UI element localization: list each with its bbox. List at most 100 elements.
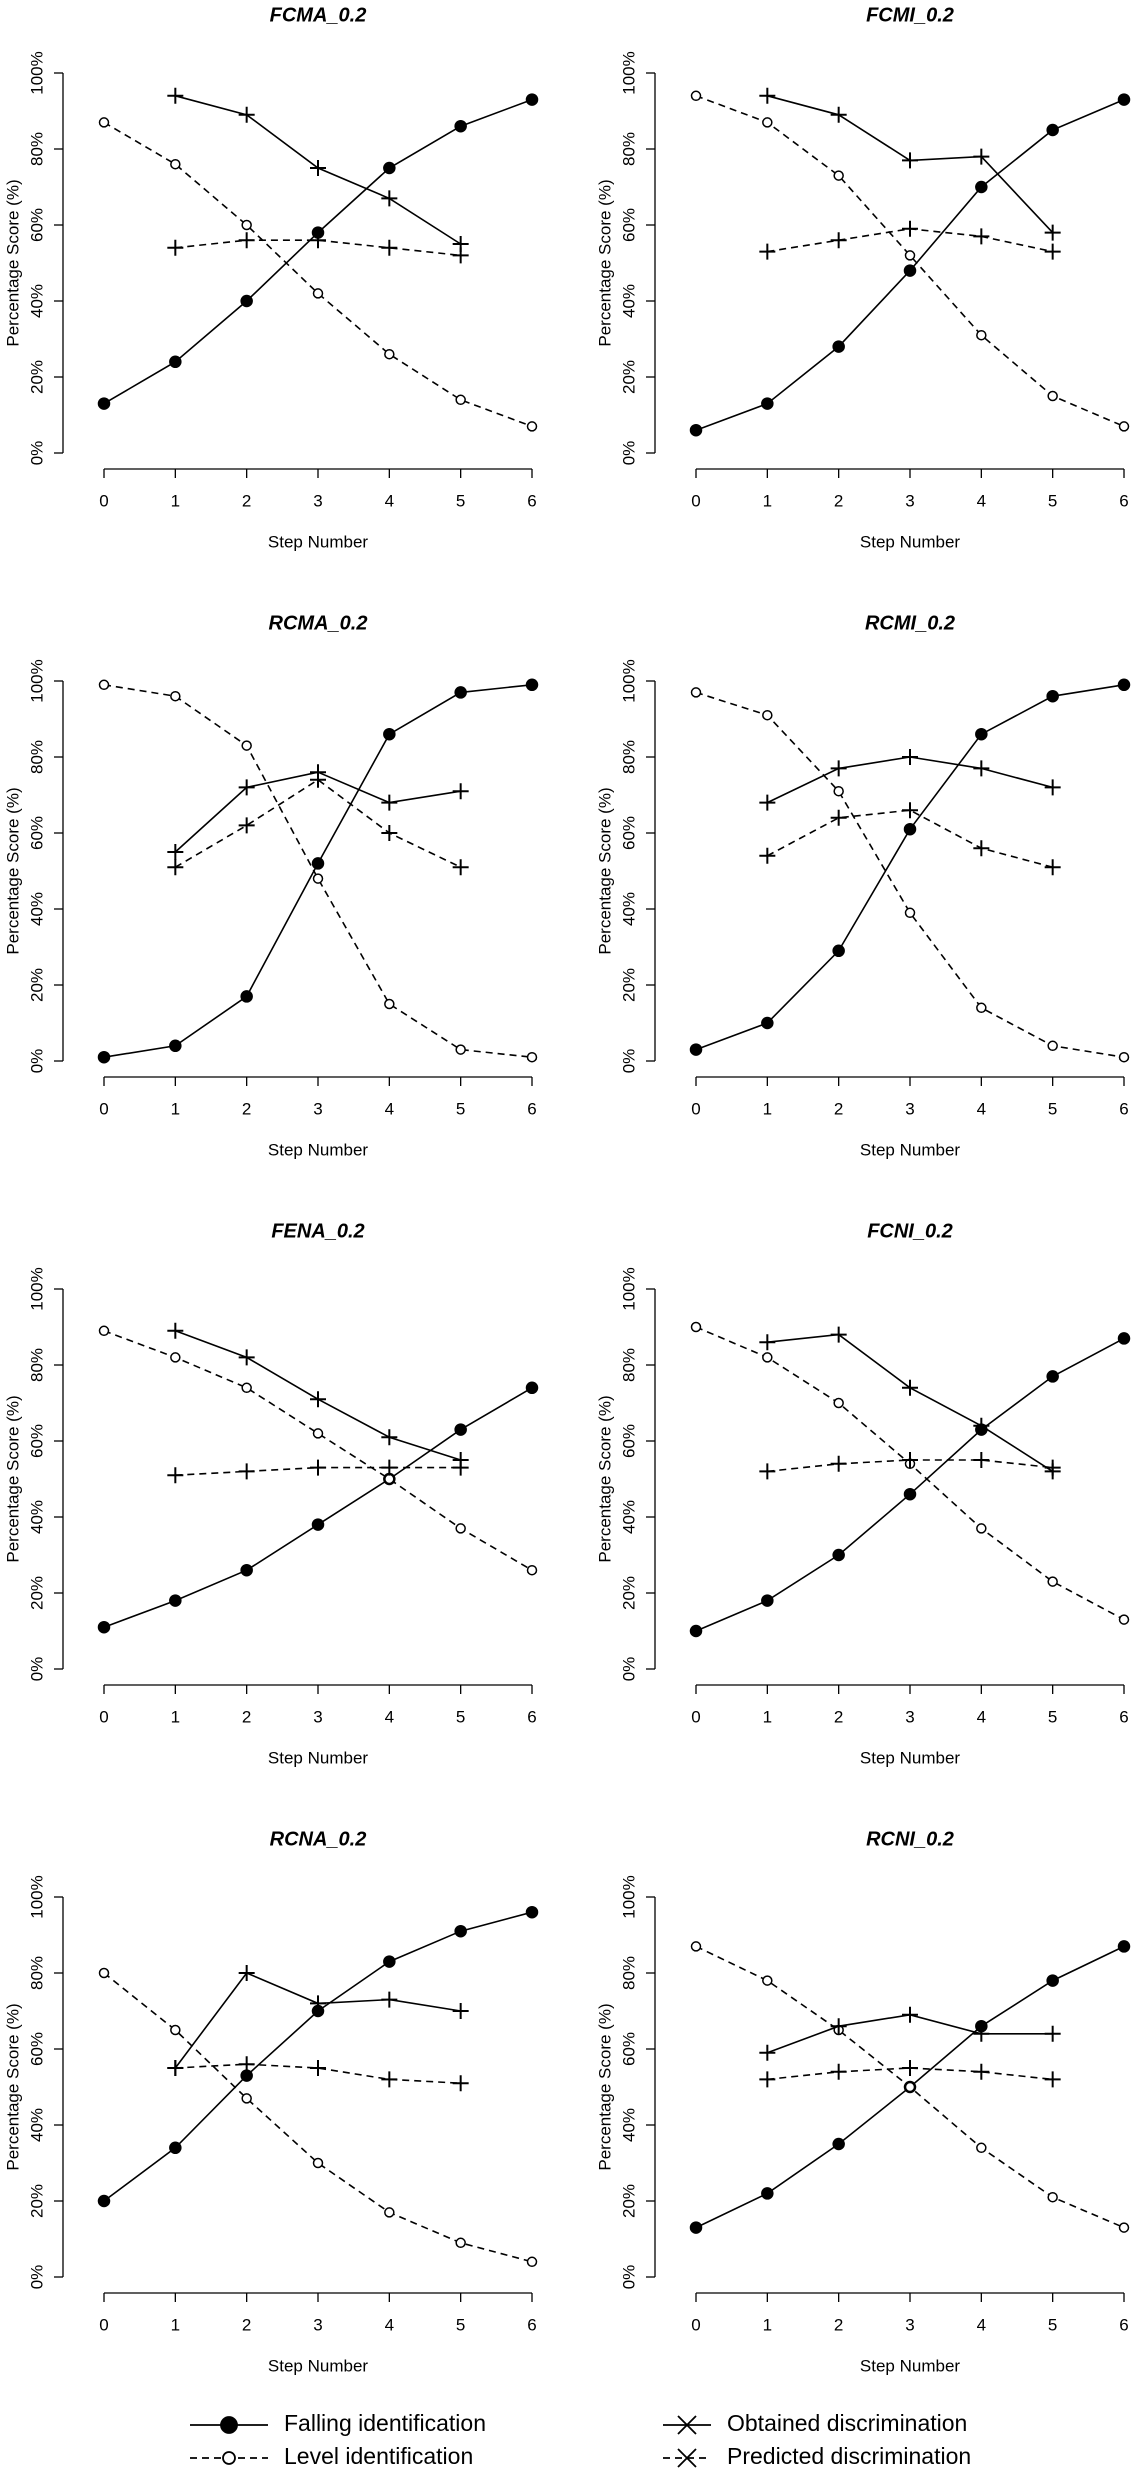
x-tick-label: 6 (1119, 491, 1128, 510)
plus-marker (238, 817, 255, 834)
open-point (1118, 1051, 1130, 1063)
x-tick-label: 1 (763, 1099, 772, 1118)
x-axis-label: Step Number (268, 1140, 368, 1159)
y-tick-label: 40% (27, 892, 46, 926)
plus-marker (310, 2060, 326, 2076)
x-axis-label: Step Number (860, 1748, 960, 1767)
chart-title: FCMA_0.2 (270, 4, 367, 26)
y-tick-label: 60% (619, 816, 638, 850)
filled-point (1117, 93, 1131, 106)
filled-point (903, 822, 917, 836)
plus-marker (973, 760, 990, 777)
filled-point (525, 93, 539, 106)
legend-marker (677, 2415, 697, 2435)
y-tick-label: 40% (619, 1500, 638, 1534)
plus-marker (1044, 779, 1061, 796)
open-point (312, 1428, 324, 1439)
filled-point (1046, 1974, 1059, 1987)
filled-point (169, 2141, 182, 2155)
x-tick-label: 4 (385, 2315, 394, 2334)
plus-marker (902, 152, 918, 169)
filled-point (761, 2187, 774, 2200)
x-tick-label: 0 (99, 2315, 108, 2334)
y-tick-label: 80% (619, 740, 638, 774)
filled-point (761, 1594, 774, 1607)
filled-point (240, 1563, 253, 1577)
x-tick-label: 3 (313, 1707, 322, 1726)
y-tick-label: 100% (27, 1267, 46, 1310)
x-tick-label: 1 (763, 1707, 772, 1726)
x-axis-label: Step Number (268, 1748, 368, 1767)
y-tick-label: 80% (619, 1956, 638, 1990)
y-tick-label: 60% (27, 816, 46, 850)
y-tick-label: 80% (619, 1348, 638, 1382)
x-tick-label: 6 (1119, 1099, 1128, 1118)
plus-marker (830, 2018, 847, 2035)
filled-point (1046, 123, 1059, 137)
plus-marker (167, 859, 184, 876)
legend-marker (220, 2416, 238, 2434)
y-tick-label: 60% (27, 2032, 46, 2066)
legend: Falling identification Level identificati… (190, 2410, 971, 2469)
x-tick-label: 1 (171, 1707, 180, 1726)
y-tick-label: 0% (619, 1049, 638, 1074)
y-tick-label: 40% (27, 1500, 46, 1534)
filled-point (689, 1624, 703, 1638)
plus-marker (381, 794, 398, 811)
plus-marker (238, 2056, 255, 2073)
filled-point (1117, 1940, 1131, 1953)
y-tick-label: 100% (27, 659, 46, 702)
plus-marker (381, 190, 398, 207)
x-tick-label: 2 (834, 2315, 843, 2334)
y-tick-label: 20% (27, 968, 46, 1002)
plus-marker (902, 1379, 918, 1396)
open-point (904, 2081, 916, 2093)
x-tick-label: 5 (1048, 1099, 1057, 1118)
open-point (170, 158, 181, 170)
open-point (976, 1002, 987, 1014)
y-axis-label: Percentage Score (%) (595, 1395, 614, 1562)
open-point (690, 1321, 702, 1333)
y-axis-label: Percentage Score (%) (3, 787, 22, 954)
plus-marker (973, 1452, 990, 1468)
plus-marker (310, 1459, 326, 1476)
plus-marker (759, 87, 776, 104)
open-point (170, 690, 181, 702)
open-point (384, 1473, 395, 1485)
filled-point (169, 1039, 182, 1053)
open-point (976, 1523, 987, 1534)
filled-point (1117, 1332, 1131, 1345)
filled-point (240, 990, 253, 1003)
plus-marker (1044, 2071, 1061, 2088)
plus-marker (167, 87, 184, 104)
y-tick-label: 20% (619, 360, 638, 394)
filled-point (169, 355, 182, 369)
open-point (762, 1352, 773, 1363)
x-tick-label: 5 (1048, 1707, 1057, 1726)
x-tick-label: 0 (691, 491, 700, 510)
plus-marker (759, 243, 776, 260)
x-tick-label: 1 (763, 2315, 772, 2334)
filled-point (311, 857, 325, 870)
plus-marker (1044, 243, 1061, 260)
open-point (1118, 421, 1130, 432)
filled-point (832, 944, 845, 958)
open-point (384, 348, 395, 360)
x-tick-label: 4 (977, 1707, 986, 1726)
plus-marker (238, 779, 255, 796)
x-tick-label: 4 (977, 1099, 986, 1118)
chart-title: FCMI_0.2 (866, 4, 954, 26)
y-tick-label: 80% (27, 132, 46, 166)
open-point (455, 1044, 466, 1055)
chart-title: RCMI_0.2 (865, 612, 955, 634)
x-tick-label: 6 (527, 1099, 536, 1118)
filled-point (903, 1487, 917, 1501)
plus-marker (167, 239, 184, 256)
plus-marker (238, 1965, 255, 1981)
y-tick-label: 20% (27, 2184, 46, 2218)
open-point (1118, 1614, 1130, 1625)
open-point (241, 1382, 252, 1394)
y-tick-label: 60% (619, 1424, 638, 1458)
panel: RCMI_0.2 Step Number Percentage Score (%) 0… (595, 612, 1131, 1159)
